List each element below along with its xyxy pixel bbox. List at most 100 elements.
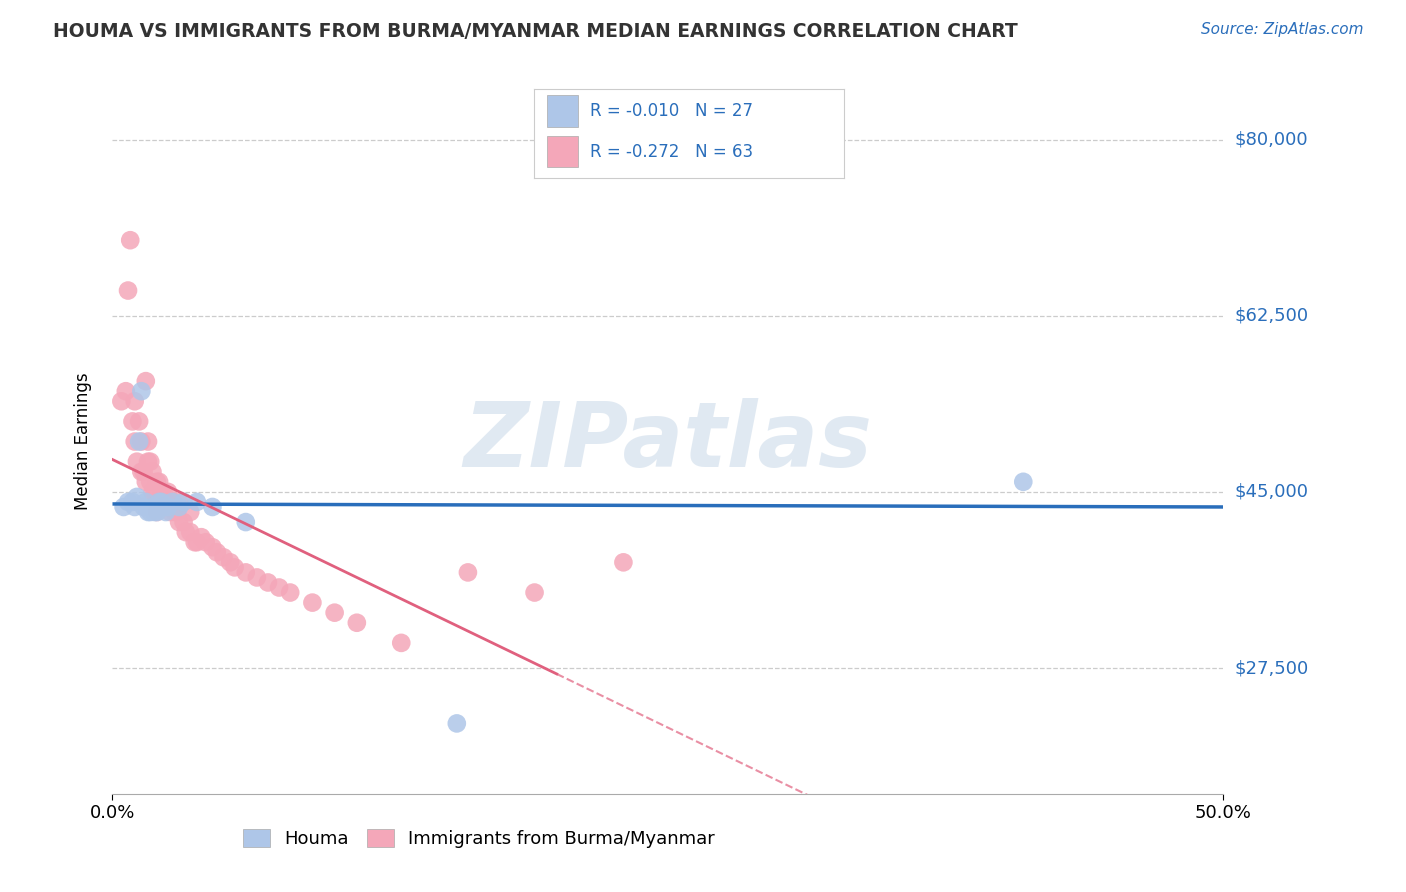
Point <box>124 394 146 409</box>
Point <box>146 505 169 519</box>
Point <box>157 484 180 499</box>
Text: Source: ZipAtlas.com: Source: ZipAtlas.com <box>1201 22 1364 37</box>
Point <box>246 570 269 584</box>
Point <box>136 434 159 449</box>
Point <box>114 384 136 399</box>
Point <box>132 500 155 514</box>
Point <box>457 566 479 580</box>
Y-axis label: Median Earnings: Median Earnings <box>73 373 91 510</box>
Point <box>155 505 177 519</box>
Point <box>131 384 153 399</box>
Point <box>136 455 159 469</box>
Bar <box>547 136 578 167</box>
Bar <box>547 95 578 127</box>
Text: R = -0.010   N = 27: R = -0.010 N = 27 <box>591 103 754 120</box>
Point <box>183 535 205 549</box>
Point <box>152 500 174 514</box>
Point <box>389 636 412 650</box>
Point <box>179 525 201 540</box>
Point <box>148 475 170 489</box>
Point <box>201 541 224 555</box>
Point <box>205 545 228 559</box>
Point <box>166 505 188 519</box>
Legend: Houma, Immigrants from Burma/Myanmar: Houma, Immigrants from Burma/Myanmar <box>243 829 716 848</box>
Point <box>167 495 190 509</box>
Point <box>141 484 163 499</box>
Point <box>167 500 190 514</box>
Point <box>120 233 142 247</box>
Text: $27,500: $27,500 <box>1234 659 1309 677</box>
Point <box>143 484 166 499</box>
Text: $45,000: $45,000 <box>1234 483 1309 501</box>
Point <box>143 505 166 519</box>
Point <box>139 475 162 489</box>
Point <box>146 475 169 489</box>
Point <box>523 585 546 599</box>
Point <box>131 465 153 479</box>
Point <box>139 505 162 519</box>
Point <box>121 495 143 509</box>
Point <box>128 434 150 449</box>
Point <box>173 515 195 529</box>
Point <box>132 465 155 479</box>
Point <box>150 500 173 514</box>
Point <box>135 374 157 388</box>
Point <box>173 495 195 509</box>
Point <box>150 484 173 499</box>
Point <box>224 560 246 574</box>
Point <box>235 515 257 529</box>
Point <box>112 500 135 514</box>
Point <box>163 505 186 519</box>
Point <box>121 414 143 428</box>
Point <box>135 495 157 509</box>
Point <box>346 615 368 630</box>
Text: ZIPatlas: ZIPatlas <box>464 398 872 485</box>
Point <box>139 455 162 469</box>
Point <box>446 716 468 731</box>
Point <box>267 581 291 595</box>
Point <box>219 555 242 569</box>
Point <box>152 495 174 509</box>
Point <box>278 585 301 599</box>
Point <box>150 495 173 509</box>
Point <box>141 465 163 479</box>
Point <box>257 575 280 590</box>
Point <box>323 606 346 620</box>
Point <box>148 495 170 509</box>
Point <box>110 394 132 409</box>
Point <box>162 495 184 509</box>
Point <box>155 495 177 509</box>
Point <box>186 495 208 509</box>
Point <box>194 535 217 549</box>
Point <box>174 525 197 540</box>
Point <box>157 500 180 514</box>
Point <box>124 434 146 449</box>
Text: $80,000: $80,000 <box>1234 130 1308 149</box>
Point <box>186 535 208 549</box>
Text: $62,500: $62,500 <box>1234 307 1309 325</box>
Point <box>125 490 148 504</box>
Point <box>612 555 634 569</box>
Text: R = -0.272   N = 63: R = -0.272 N = 63 <box>591 143 754 161</box>
Point <box>141 500 163 514</box>
Point <box>136 505 159 519</box>
Point <box>125 455 148 469</box>
Point <box>201 500 224 514</box>
Point <box>301 596 323 610</box>
Point <box>117 495 139 509</box>
Point <box>190 530 212 544</box>
Point <box>162 495 184 509</box>
Point <box>159 505 181 519</box>
Point <box>131 434 153 449</box>
Point <box>212 550 235 565</box>
Point <box>124 500 146 514</box>
Point <box>148 495 170 509</box>
Text: HOUMA VS IMMIGRANTS FROM BURMA/MYANMAR MEDIAN EARNINGS CORRELATION CHART: HOUMA VS IMMIGRANTS FROM BURMA/MYANMAR M… <box>53 22 1018 41</box>
Point <box>235 566 257 580</box>
Point <box>167 515 190 529</box>
Point <box>135 475 157 489</box>
Point <box>1012 475 1035 489</box>
Point <box>179 505 201 519</box>
Point <box>157 500 180 514</box>
Point <box>117 284 139 298</box>
